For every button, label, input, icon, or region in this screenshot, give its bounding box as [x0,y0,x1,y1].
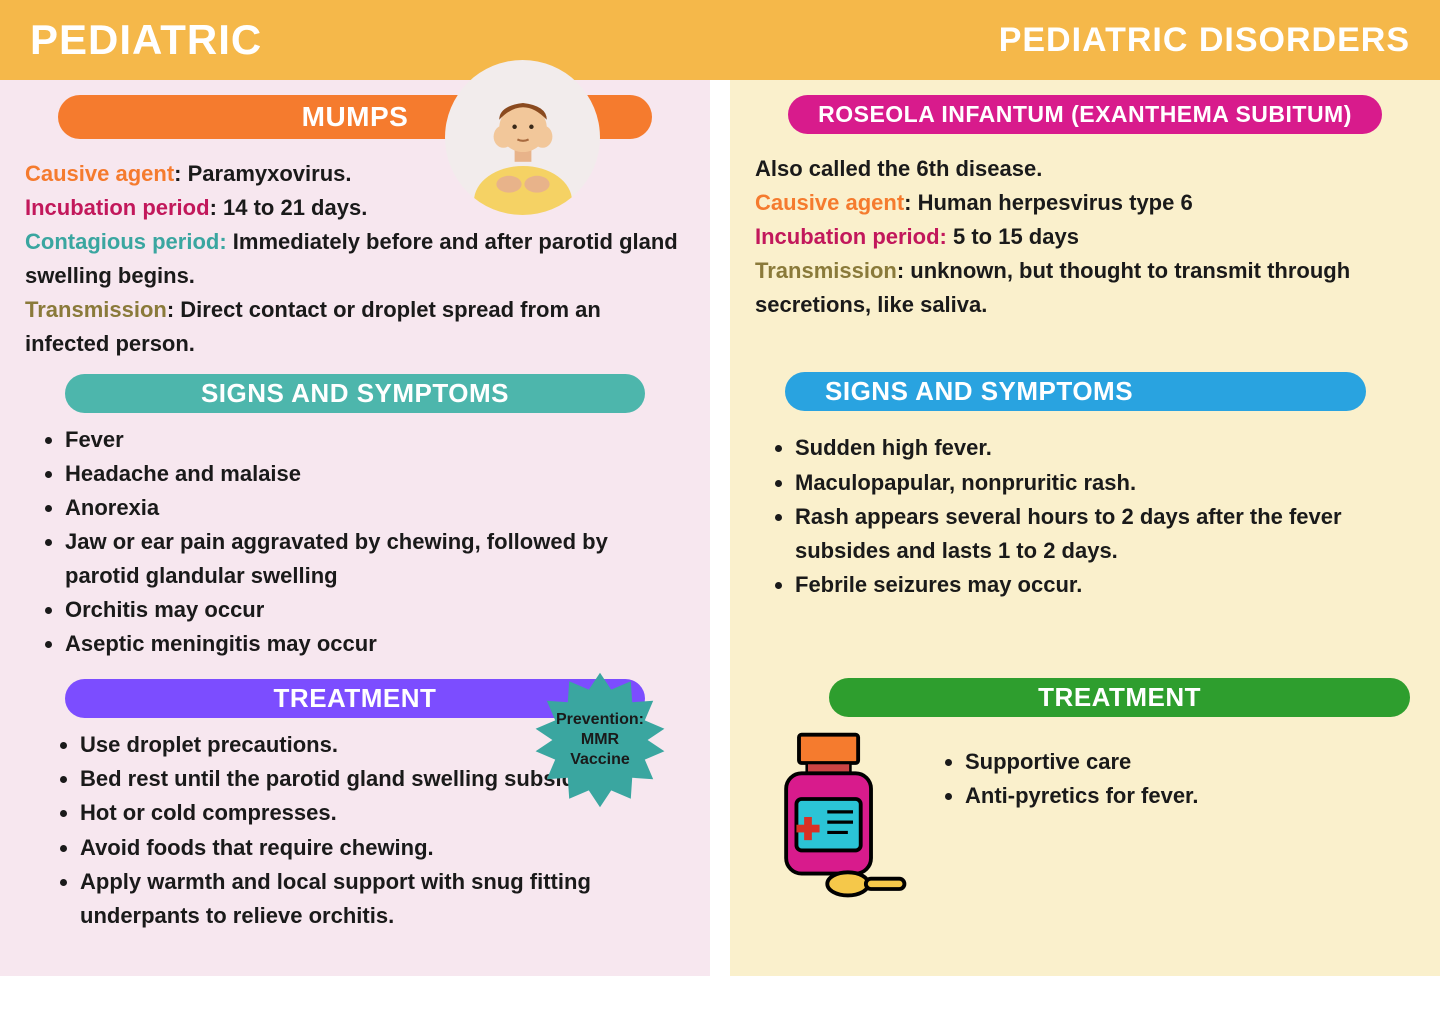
header-title-left: PEDIATRIC [30,16,262,64]
list-item: Aseptic meningitis may occur [65,627,685,661]
list-item: Febrile seizures may occur. [795,568,1415,602]
causive-agent-value: : Human herpesvirus type 6 [904,190,1193,215]
causive-agent-label: Causive agent [755,190,904,215]
content-row: MUMPS Causive agent: Paramyxovirus. Incu… [0,80,1440,976]
person-illustration [445,60,600,215]
mumps-facts: Causive agent: Paramyxovirus. Incubation… [25,157,685,362]
incubation-value: 5 to 15 days [947,224,1079,249]
contagious-label: Contagious period: [25,229,227,254]
list-item: Maculopapular, nonpruritic rash. [795,466,1415,500]
list-item: Headache and malaise [65,457,685,491]
medicine-bottle-illustration [755,727,915,912]
mumps-signs-heading: SIGNS AND SYMPTOMS [65,374,646,413]
transmission-label: Transmission [755,258,897,283]
roseola-treatment-heading: TREATMENT [829,678,1410,717]
roseola-title-pill: ROSEOLA INFANTUM (EXANTHEMA SUBITUM) [788,95,1382,134]
causive-agent-label: Causive agent [25,161,174,186]
starburst-line: Vaccine [570,750,630,770]
intro-text: Also called the 6th disease. [755,156,1042,181]
roseola-signs-list: Sudden high fever. Maculopapular, nonpru… [755,431,1415,601]
list-item: Apply warmth and local support with snug… [80,865,685,933]
list-item: Anorexia [65,491,685,525]
medicine-bottle-icon [755,727,915,907]
roseola-signs-heading: SIGNS AND SYMPTOMS [785,372,1366,411]
incubation-label: Incubation period: [755,224,947,249]
roseola-treatment-row: Supportive care Anti-pyretics for fever. [755,727,1415,912]
list-item: Fever [65,423,685,457]
roseola-treatment-list: Supportive care Anti-pyretics for fever. [935,745,1199,813]
left-column: MUMPS Causive agent: Paramyxovirus. Incu… [0,80,710,976]
incubation-value: : 14 to 21 days. [210,195,368,220]
list-item: Sudden high fever. [795,431,1415,465]
list-item: Jaw or ear pain aggravated by chewing, f… [65,525,685,593]
list-item: Supportive care [965,745,1199,779]
page-header: PEDIATRIC PEDIATRIC DISORDERS [0,0,1440,80]
list-item: Avoid foods that require chewing. [80,831,685,865]
right-column: ROSEOLA INFANTUM (EXANTHEMA SUBITUM) Als… [730,80,1440,976]
list-item: Anti-pyretics for fever. [965,779,1199,813]
roseola-facts: Also called the 6th disease. Causive age… [755,152,1415,322]
list-item: Orchitis may occur [65,593,685,627]
causive-agent-value: : Paramyxovirus. [174,161,351,186]
starburst-line: MMR [581,730,619,750]
starburst-line: Prevention: [556,710,644,730]
person-icon [453,75,593,215]
incubation-label: Incubation period [25,195,210,220]
header-title-right: PEDIATRIC DISORDERS [999,21,1410,60]
transmission-label: Transmission [25,297,167,322]
list-item: Rash appears several hours to 2 days aft… [795,500,1415,568]
prevention-starburst: Prevention: MMR Vaccine [530,670,670,810]
mumps-signs-list: Fever Headache and malaise Anorexia Jaw … [25,423,685,662]
